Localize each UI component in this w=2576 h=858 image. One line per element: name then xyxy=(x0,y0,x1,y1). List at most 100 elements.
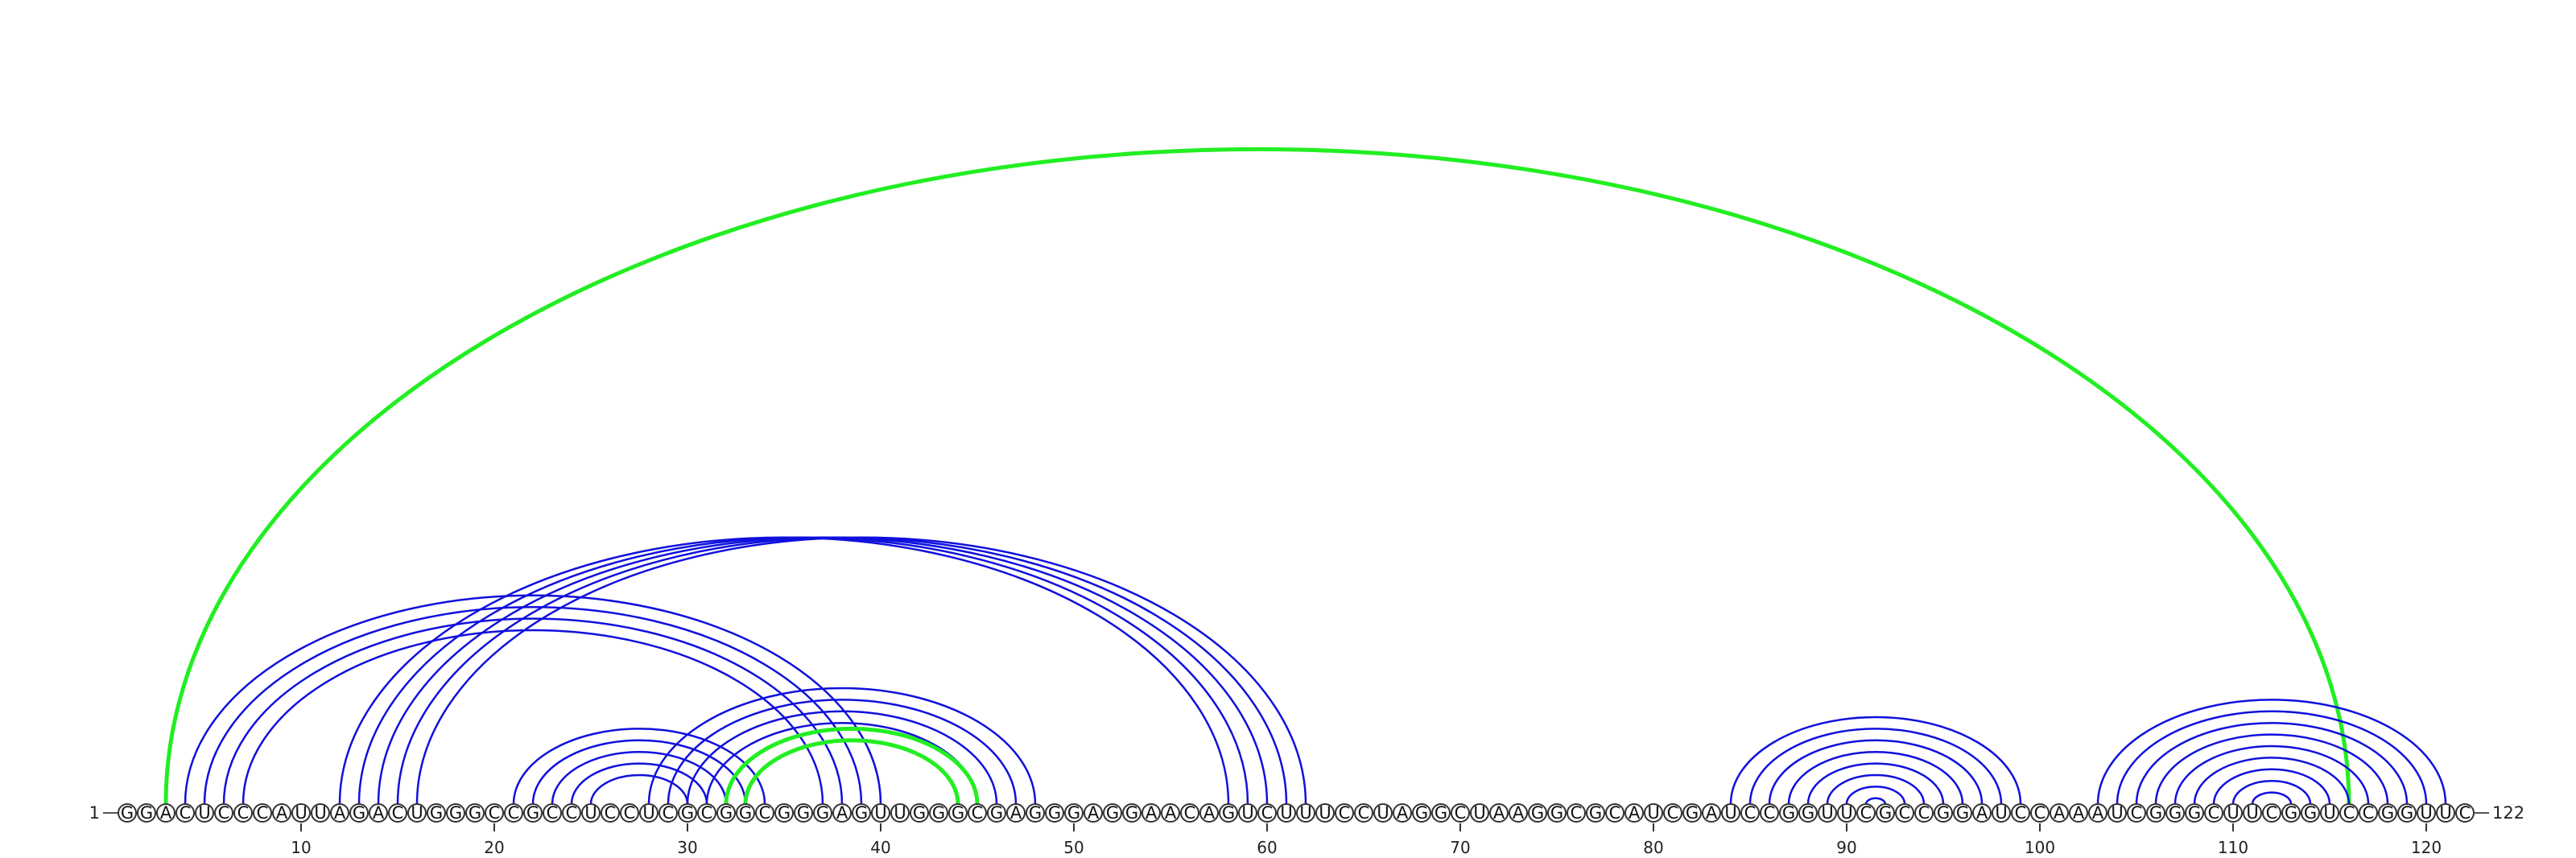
nucleotide-101: A xyxy=(2050,803,2069,823)
nucleotide-letter: U xyxy=(1840,803,1852,823)
nucleotide-circle xyxy=(1141,803,1161,823)
nucleotide-103: A xyxy=(2088,803,2107,823)
nucleotide-letter: C xyxy=(2343,803,2355,823)
nucleotide-letter: G xyxy=(1937,803,1950,823)
nucleotide-letter: C xyxy=(392,803,404,823)
nucleotide-96: G xyxy=(1953,803,1972,823)
nucleotide-70: C xyxy=(1451,803,1470,823)
nucleotide-circle xyxy=(1509,803,1528,823)
nucleotide-circle xyxy=(2378,803,2397,823)
nucleotide-circle xyxy=(601,803,620,823)
nucleotide-letter: G xyxy=(1029,803,1042,823)
nucleotide-108: G xyxy=(2185,803,2204,823)
nucleotide-91: C xyxy=(1856,803,1876,823)
nucleotide-104: U xyxy=(2107,803,2127,823)
nucleotide-letter: G xyxy=(720,803,733,823)
nucleotide-circle xyxy=(156,803,175,823)
nucleotide-circle xyxy=(1122,803,1141,823)
nucleotide-letter: A xyxy=(1629,803,1641,823)
nucleotide-letter: U xyxy=(2246,803,2258,823)
nucleotide-circle xyxy=(1586,803,1605,823)
nucleotide-circle xyxy=(1837,803,1856,823)
nucleotide-93: C xyxy=(1895,803,1914,823)
nucleotide-114: G xyxy=(2301,803,2320,823)
nucleotide-letter: G xyxy=(2285,803,2297,823)
nucleotide-circle xyxy=(1721,803,1740,823)
base-pair-arc-88-95 xyxy=(1806,762,1945,805)
nucleotide-circle xyxy=(465,803,485,823)
nucleotide-letter: C xyxy=(1184,803,1196,823)
nucleotide-circle xyxy=(639,803,658,823)
nucleotide-circle xyxy=(1335,803,1354,823)
nucleotide-circle xyxy=(214,803,233,823)
nucleotide-circle xyxy=(1914,803,1934,823)
nucleotide-letter: C xyxy=(2266,803,2278,823)
nucleotide-circle xyxy=(2146,803,2165,823)
nucleotide-circle xyxy=(736,803,755,823)
nucleotide-circle xyxy=(407,803,427,823)
nucleotide-circle xyxy=(948,803,968,823)
nucleotide-letter: C xyxy=(237,803,250,823)
nucleotide-circle xyxy=(755,803,774,823)
nucleotide-85: C xyxy=(1740,803,1760,823)
base-pair-arc-33-44 xyxy=(743,738,960,805)
nucleotide-letter: U xyxy=(198,803,210,823)
nucleotide-53: G xyxy=(1122,803,1141,823)
nucleotide-circle xyxy=(1760,803,1779,823)
nucleotide-circle xyxy=(620,803,639,823)
nucleotide-letter: U xyxy=(295,803,307,823)
nucleotide-circle xyxy=(2165,803,2185,823)
nucleotide-circle xyxy=(2243,803,2262,823)
nucleotide-circle xyxy=(1451,803,1470,823)
nucleotide-letter: G xyxy=(1435,803,1447,823)
base-pair-arc-3-116 xyxy=(163,146,2351,805)
nucleotide-81: C xyxy=(1663,803,1682,823)
nucleotide-letter: A xyxy=(1088,803,1100,823)
base-pair-arc-29-47 xyxy=(667,699,1018,805)
nucleotide-letter: G xyxy=(2381,803,2394,823)
nucleotide-letter: U xyxy=(1299,803,1311,823)
nucleotide-113: G xyxy=(2281,803,2301,823)
nucleotide-122: C xyxy=(2455,803,2475,823)
nucleotide-15: C xyxy=(388,803,407,823)
nucleotide-letter: C xyxy=(1261,803,1274,823)
nucleotide-43: G xyxy=(929,803,948,823)
nucleotide-circle xyxy=(543,803,562,823)
nucleotide-letter: G xyxy=(1782,803,1795,823)
nucleotide-circle xyxy=(1064,803,1084,823)
nucleotide-letter: C xyxy=(1860,803,1872,823)
nucleotide-circle xyxy=(2320,803,2339,823)
nucleotide-17: G xyxy=(427,803,446,823)
nucleotide-circle xyxy=(1798,803,1818,823)
nucleotide-circle xyxy=(1238,803,1257,823)
nucleotide-letter: U xyxy=(1821,803,1833,823)
nucleotide-letter: G xyxy=(1125,803,1138,823)
nucleotide-14: A xyxy=(369,803,388,823)
nucleotide-49: G xyxy=(1045,803,1064,823)
nucleotide-letter: U xyxy=(1473,803,1485,823)
nucleotide-letter: G xyxy=(449,803,462,823)
nucleotide-circle xyxy=(987,803,1006,823)
nucleotide-80: U xyxy=(1644,803,1663,823)
nucleotide-circle xyxy=(929,803,948,823)
nucleotide-71: U xyxy=(1470,803,1489,823)
nucleotide-circle xyxy=(175,803,195,823)
nucleotide-letter: G xyxy=(526,803,539,823)
nucleotide-letter: C xyxy=(180,803,192,823)
nucleotide-letter: U xyxy=(1241,803,1253,823)
nucleotide-6: C xyxy=(214,803,233,823)
nucleotide-letter: G xyxy=(681,803,694,823)
nucleotide-letter: G xyxy=(1067,803,1080,823)
base-pair-arc-22-33 xyxy=(531,739,747,805)
nucleotide-circle xyxy=(1373,803,1393,823)
nucleotide-11: U xyxy=(311,803,330,823)
nucleotide-115: U xyxy=(2320,803,2339,823)
nucleotide-121: U xyxy=(2436,803,2455,823)
base-pair-arc-7-37 xyxy=(242,629,824,805)
base-pair-arc-85-98 xyxy=(1748,728,2003,805)
nucleotide-letter: G xyxy=(855,803,868,823)
nucleotide-letter: G xyxy=(2149,803,2162,823)
nucleotide-38: A xyxy=(832,803,852,823)
nucleotide-34: C xyxy=(755,803,774,823)
